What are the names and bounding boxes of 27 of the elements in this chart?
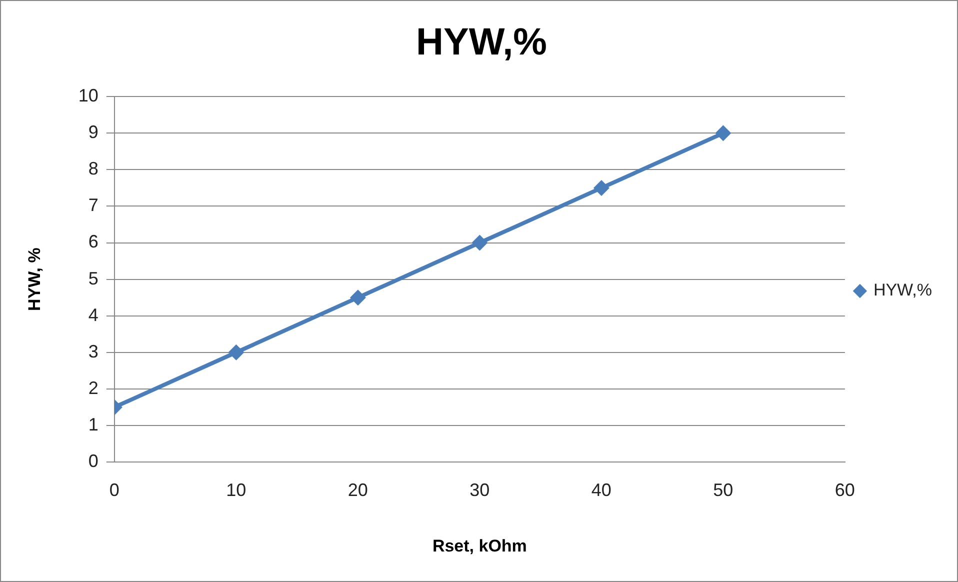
point [228, 344, 244, 360]
x-tick-label: 40 [591, 480, 612, 500]
point [715, 125, 732, 142]
x-axis-title: Rset, kOhm [432, 536, 527, 556]
x-tick-label: 20 [348, 480, 368, 500]
y-tick-label: 10 [78, 86, 98, 106]
point [593, 180, 610, 196]
y-tick-label: 0 [88, 450, 98, 471]
y-tick-label: 5 [88, 268, 98, 288]
y-tick-label: 4 [88, 304, 98, 325]
x-tick-label: 10 [226, 480, 246, 500]
y-tick-label: 2 [88, 378, 98, 398]
y-axis-title: HYW, % [24, 248, 44, 311]
y-tick-label: 1 [88, 414, 98, 434]
y-tick-label: 9 [88, 122, 98, 142]
y-tick-label: 6 [88, 232, 98, 252]
y-tick-label: 7 [88, 195, 98, 216]
chart-title: HYW,% [416, 21, 547, 64]
y-tick-label: 3 [88, 341, 98, 362]
x-tick-label: 50 [713, 480, 734, 500]
x-tick-label: 60 [834, 480, 855, 500]
point [472, 234, 488, 251]
point [350, 290, 366, 306]
legend-label: HYW,% [873, 280, 932, 300]
x-tick-label: 30 [470, 480, 490, 500]
x-tick-label: 0 [109, 480, 120, 500]
y-tick-label: 8 [88, 158, 98, 179]
